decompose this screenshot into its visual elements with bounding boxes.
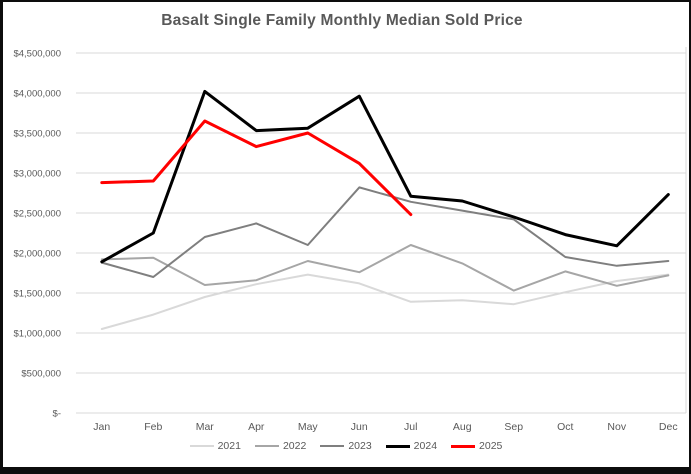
legend-swatch-2023 (320, 445, 345, 447)
series-line-2021 (100, 273, 670, 330)
legend-item-2025: 2025 (451, 440, 502, 452)
y-tick-label: $4,000,000 (13, 89, 61, 100)
y-tick-label: $1,000,000 (13, 329, 61, 340)
legend-label: 2025 (479, 440, 503, 452)
x-tick-label: May (298, 421, 319, 433)
x-tick-label: Jan (93, 421, 110, 433)
legend-item-2022: 2022 (254, 440, 307, 452)
x-tick-label: Sep (504, 421, 523, 433)
series-line-2022 (100, 244, 670, 292)
y-tick-label: $1,500,000 (13, 289, 61, 300)
x-tick-label: Oct (557, 421, 573, 433)
x-tick-label: Nov (607, 421, 626, 433)
x-tick-label: Dec (659, 421, 678, 433)
chart-legend: 2021 2022 2023 2024 2025 (3, 440, 689, 452)
y-tick-label: $- (53, 409, 61, 420)
x-tick-label: Apr (248, 421, 265, 433)
x-tick-label: Jun (351, 421, 368, 433)
series-line-2025 (100, 119, 413, 217)
legend-swatch-2024 (385, 444, 410, 448)
legend-label: 2024 (413, 440, 438, 452)
y-tick-label: $3,000,000 (13, 169, 61, 180)
series-line-2024 (100, 89, 670, 264)
legend-swatch-2022 (254, 445, 279, 447)
x-tick-label: Mar (196, 421, 215, 433)
legend-item-2024: 2024 (385, 440, 438, 452)
y-tick-label: $2,500,000 (13, 209, 61, 220)
legend-swatch-2021 (189, 445, 214, 447)
legend-item-2021: 2021 (189, 440, 241, 452)
y-tick-label: $4,500,000 (13, 49, 61, 60)
y-tick-label: $500,000 (21, 369, 61, 380)
legend-label: 2022 (282, 440, 307, 452)
chart-svg: $- $500,000 $1,000,000 $1,500,000 $2,000,000… (13, 47, 687, 433)
x-tick-label: Feb (144, 421, 162, 433)
y-tick-label: $3,500,000 (13, 129, 61, 140)
x-tick-label: Jul (404, 421, 417, 433)
chart-title: Basalt Single Family Monthly Median Sold… (161, 12, 523, 29)
legend-swatch-2025 (451, 444, 476, 448)
y-tick-label: $2,000,000 (13, 249, 61, 260)
legend-label: 2021 (217, 440, 241, 452)
legend-item-2023: 2023 (320, 440, 372, 452)
legend-label: 2023 (348, 440, 372, 452)
x-tick-label: Aug (453, 421, 472, 433)
series-line-2023 (100, 186, 670, 278)
